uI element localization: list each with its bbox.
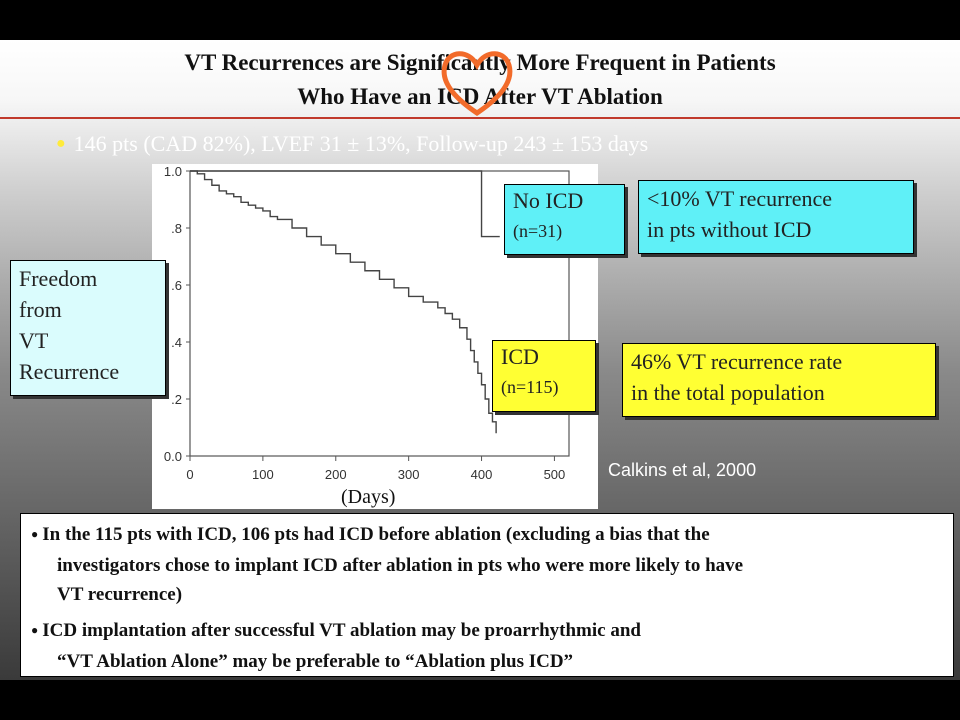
y-axis-label-box: Freedom from VT Recurrence bbox=[10, 260, 166, 396]
summary-bullet: ● 146 pts (CAD 82%), LVEF 31 ± 13%, Follo… bbox=[56, 131, 648, 157]
x-tick-label: 400 bbox=[471, 467, 493, 482]
y-axis-label-line-4: Recurrence bbox=[19, 359, 120, 384]
x-axis-label: (Days) bbox=[341, 486, 395, 508]
x-tick-label: 0 bbox=[186, 467, 193, 482]
y-tick-label: .2 bbox=[171, 392, 182, 407]
icd-count: (n=115) bbox=[501, 377, 559, 397]
note-1: ● In the 115 pts with ICD, 106 pts had IC… bbox=[31, 520, 931, 609]
summary-text: 146 pts (CAD 82%), LVEF 31 ± 13%, Follow… bbox=[73, 131, 649, 156]
notes-box: ● In the 115 pts with ICD, 106 pts had IC… bbox=[20, 513, 954, 677]
x-tick-label: 500 bbox=[544, 467, 566, 482]
y-tick-label: 0.0 bbox=[164, 449, 182, 464]
note-2-line-2: “VT Ablation Alone” may be preferable to… bbox=[57, 651, 574, 672]
no-icd-callout-line-1: <10% VT recurrence bbox=[647, 186, 833, 211]
y-axis-label-line-2: from bbox=[19, 297, 62, 322]
note-1-line-1: In the 115 pts with ICD, 106 pts had ICD… bbox=[42, 524, 710, 545]
no-icd-callout: <10% VT recurrence in pts without ICD bbox=[638, 180, 914, 254]
icd-survival-line bbox=[190, 170, 497, 434]
no-icd-survival-line bbox=[190, 170, 500, 238]
x-tick-label: 100 bbox=[252, 467, 274, 482]
y-tick-label: 1.0 bbox=[164, 164, 182, 179]
slide: VT Recurrences are Significantly More Fr… bbox=[0, 40, 960, 680]
no-icd-count: (n=31) bbox=[513, 221, 563, 241]
x-tick-label: 300 bbox=[398, 467, 420, 482]
total-population-callout: 46% VT recurrence rate in the total popu… bbox=[622, 343, 936, 417]
slide-title: VT Recurrences are Significantly More Fr… bbox=[0, 46, 960, 114]
citation: Calkins et al, 2000 bbox=[608, 460, 757, 480]
y-tick-label: .8 bbox=[171, 221, 182, 236]
no-icd-callout-line-2: in pts without ICD bbox=[647, 217, 812, 242]
heart-icon bbox=[441, 51, 513, 117]
bullet-dot-icon: ● bbox=[56, 135, 66, 152]
note-2-line-1: ICD implantation after successful VT abl… bbox=[42, 620, 641, 641]
no-icd-label-box: No ICD (n=31) bbox=[504, 184, 625, 255]
y-tick-label: .4 bbox=[171, 335, 182, 350]
bullet-dot-icon: ● bbox=[31, 623, 39, 637]
title-divider bbox=[0, 117, 960, 119]
note-2: ● ICD implantation after successful VT ab… bbox=[31, 616, 931, 676]
y-axis-label-line-1: Freedom bbox=[19, 266, 98, 291]
no-icd-label: No ICD bbox=[513, 188, 584, 213]
icd-label-box: ICD (n=115) bbox=[492, 340, 596, 412]
total-callout-line-2: in the total population bbox=[631, 380, 825, 405]
icd-label: ICD bbox=[501, 344, 539, 369]
y-axis-label-line-3: VT bbox=[19, 328, 49, 353]
bullet-dot-icon: ● bbox=[31, 527, 39, 541]
note-1-line-2: investigators chose to implant ICD after… bbox=[57, 555, 744, 576]
note-1-line-3: VT recurrence) bbox=[57, 584, 183, 605]
total-callout-line-1: 46% VT recurrence rate bbox=[631, 349, 843, 374]
y-tick-label: .6 bbox=[171, 278, 182, 293]
kaplan-meier-chart: 0 100 200 300 400 500 0.0 .2 .4 .6 .8 1.0 (Days) bbox=[164, 164, 570, 508]
x-tick-label: 200 bbox=[325, 467, 347, 482]
title-line-2: Who Have an ICD After VT Ablation bbox=[297, 84, 663, 109]
